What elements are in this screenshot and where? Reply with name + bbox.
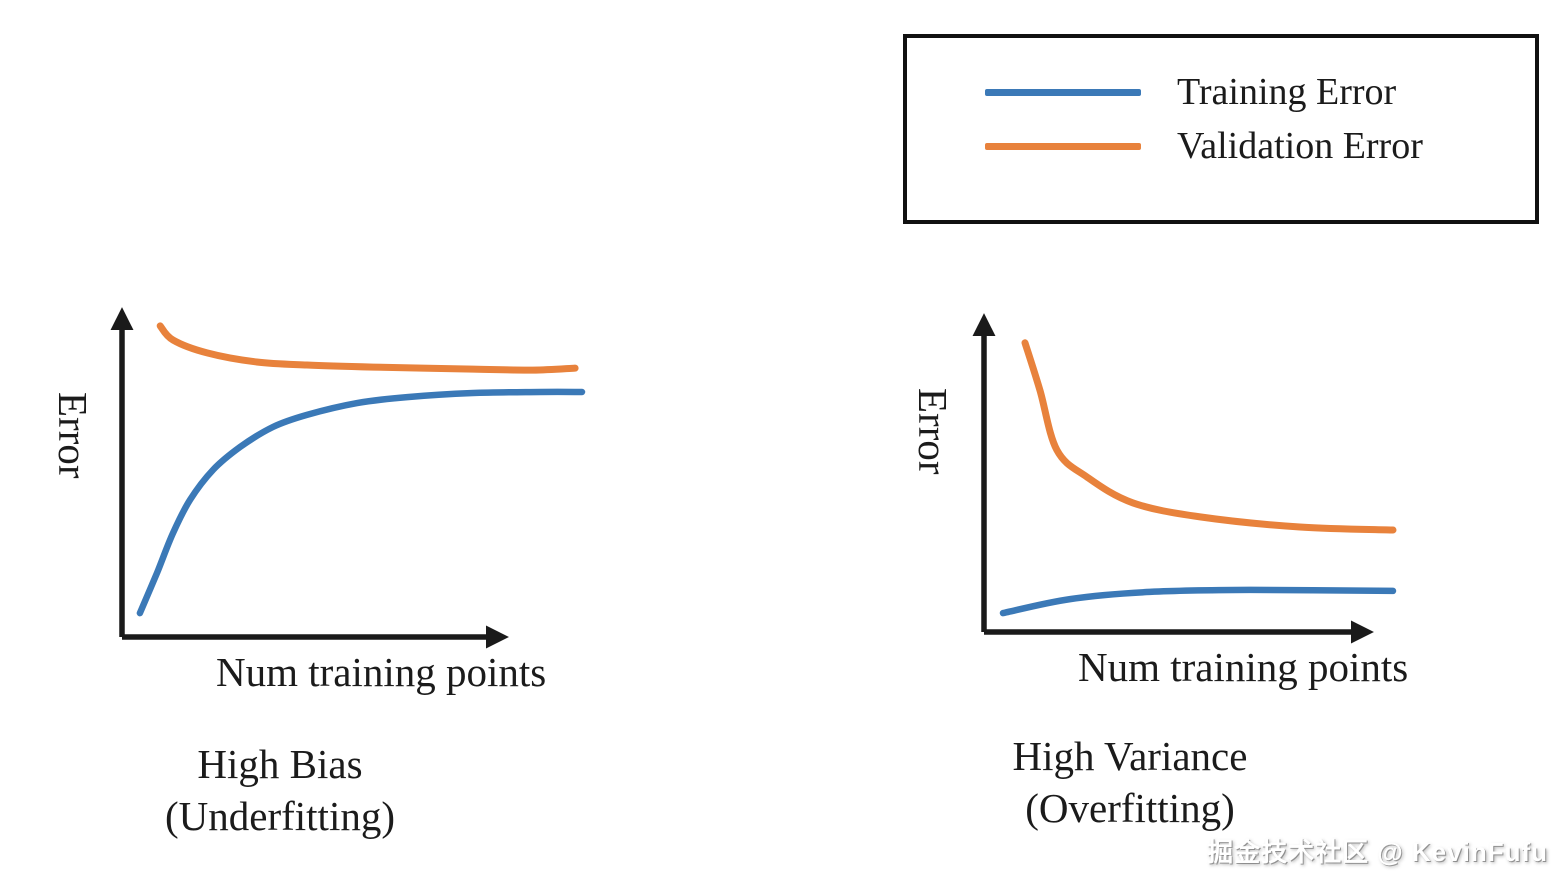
x-axis-label: Num training points <box>216 649 547 695</box>
validation-error-curve <box>1021 339 1397 534</box>
validation-error-curve <box>156 322 579 374</box>
caption-line1: High Bias <box>197 741 363 787</box>
chart-caption: High Variance (Overfitting) <box>965 730 1295 835</box>
high-variance-chart <box>972 313 1397 644</box>
chart-caption: High Bias (Underfitting) <box>115 738 445 843</box>
caption-line2: (Overfitting) <box>1025 785 1235 832</box>
legend-label: Validation Error <box>1177 125 1423 167</box>
legend-label: Training Error <box>1177 71 1397 113</box>
y-axis-label: Error <box>910 388 956 475</box>
high-bias-chart <box>110 307 586 649</box>
x-axis-label: Num training points <box>1078 644 1409 690</box>
y-axis-label: Error <box>50 392 96 479</box>
legend-item-training-error: Training Error <box>985 73 1535 111</box>
training-error-curve <box>136 388 586 617</box>
training-error-line-swatch <box>985 88 1141 96</box>
validation-error-line-swatch <box>985 142 1141 150</box>
legend-item-validation-error: Validation Error <box>985 127 1535 165</box>
legend-box: Training Error Validation Error <box>903 34 1539 224</box>
watermark: 掘金技术社区 @ KevinFufu <box>1207 837 1548 867</box>
caption-line1: High Variance <box>1012 733 1248 779</box>
caption-line2: (Underfitting) <box>165 793 395 840</box>
training-error-curve <box>999 586 1397 617</box>
